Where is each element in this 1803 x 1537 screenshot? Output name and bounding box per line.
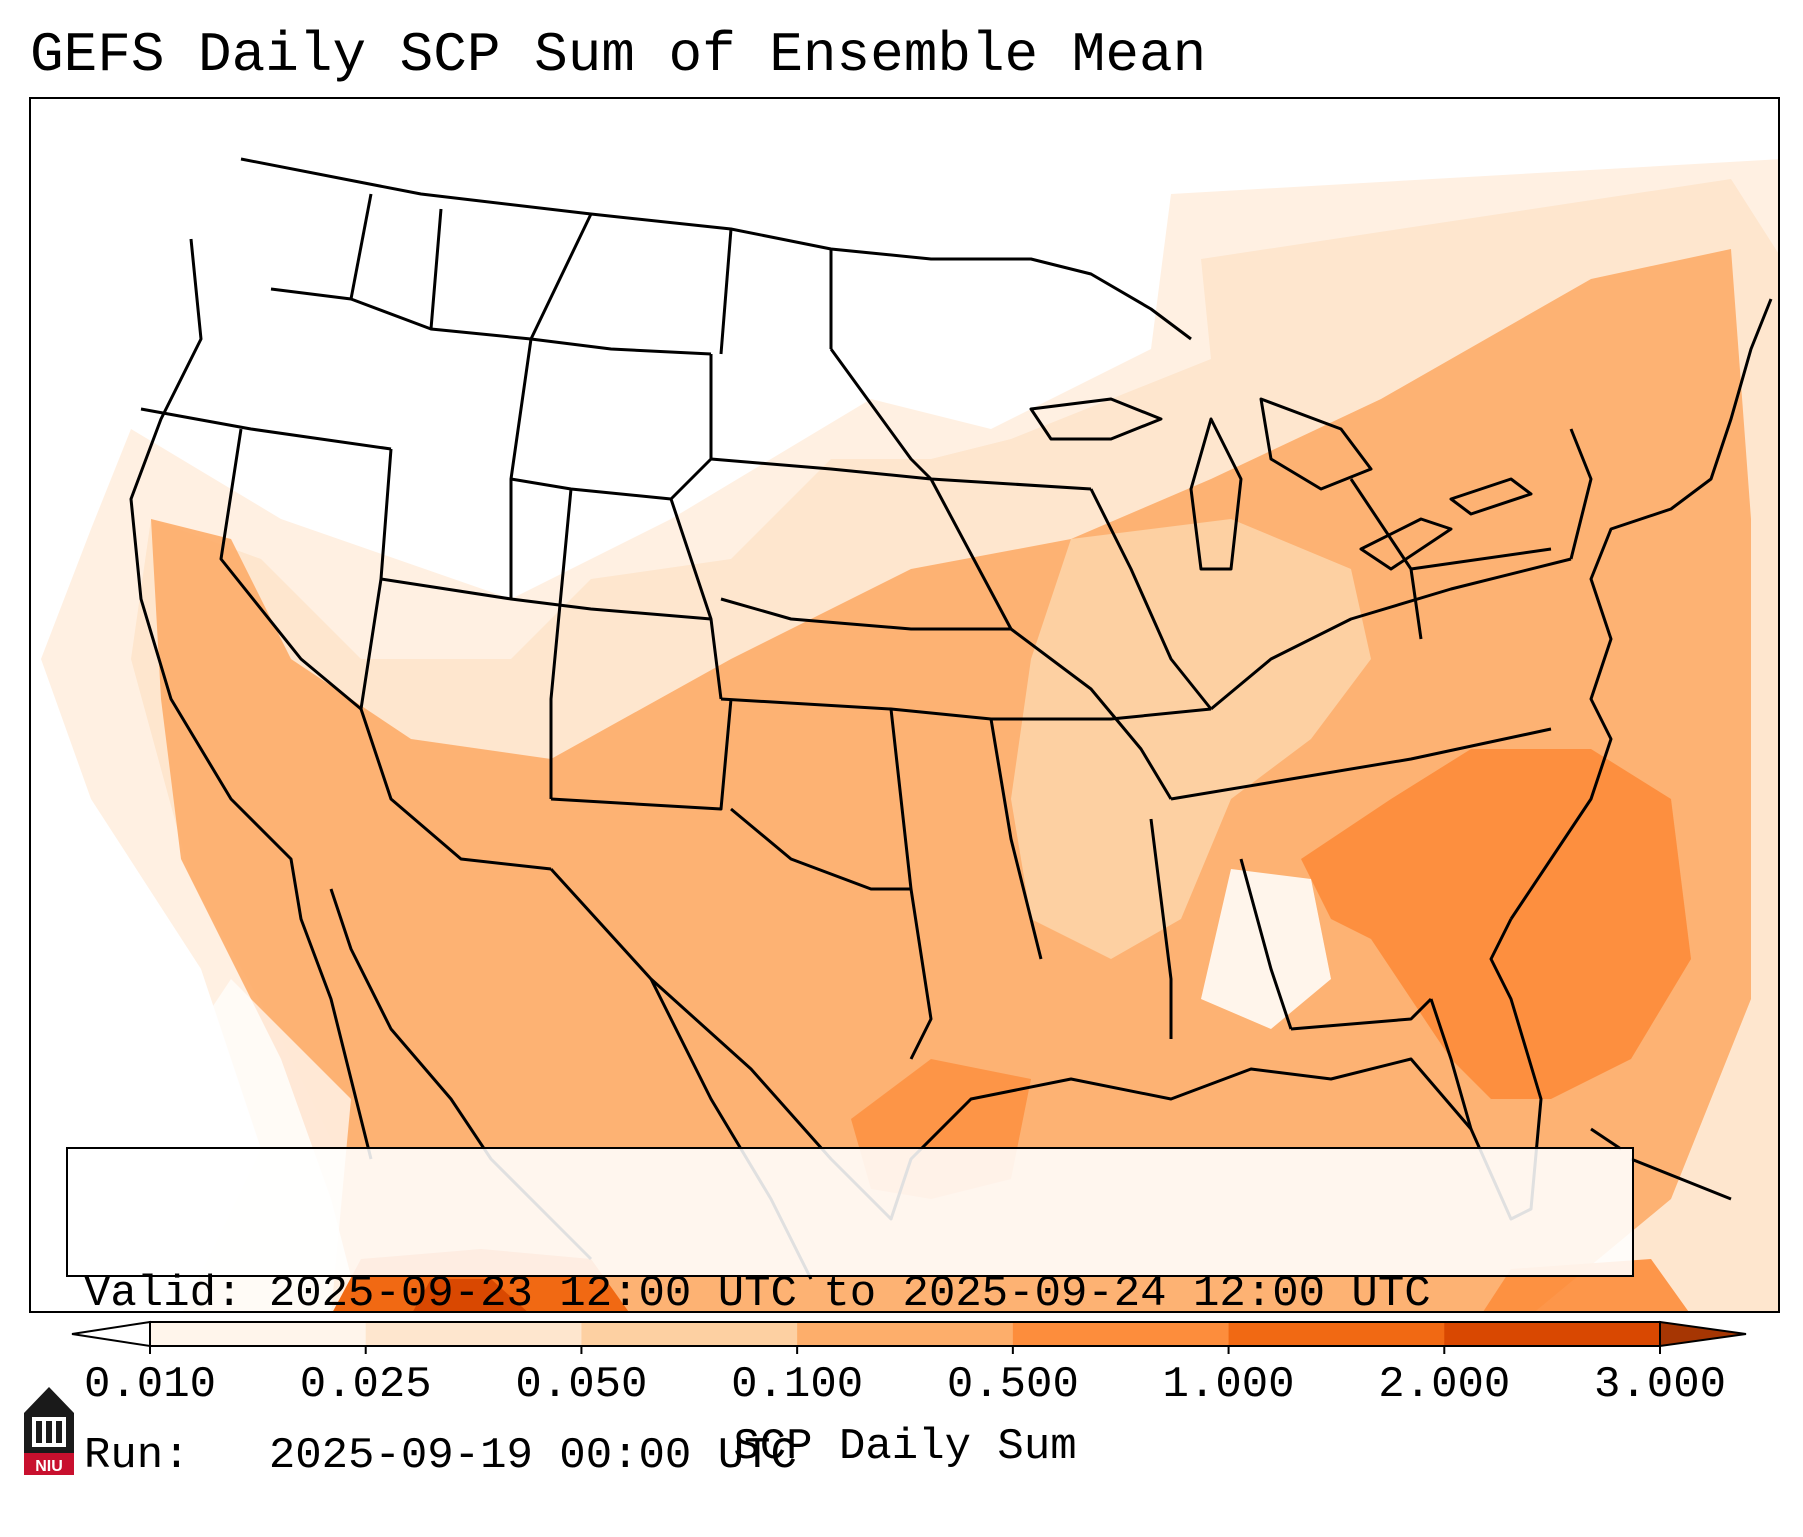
valid-value: 2025-09-23 12:00 UTC to 2025-09-24 12:00… bbox=[268, 1269, 1431, 1319]
colorbar-tick-label: 3.000 bbox=[1593, 1360, 1727, 1410]
scp-map bbox=[31, 99, 1778, 1311]
run-row: Run: 2025-09-19 00:00 UTC bbox=[84, 1429, 1616, 1483]
colorbar-outline bbox=[149, 1321, 1661, 1347]
colorbar-extend-max bbox=[1659, 1320, 1747, 1348]
colorbar-tick-label: 0.500 bbox=[946, 1360, 1079, 1410]
colorbar-segment bbox=[365, 1322, 582, 1346]
colorbar-segment bbox=[797, 1322, 1014, 1346]
map-panel bbox=[29, 97, 1780, 1313]
colorbar-tick-label: 0.050 bbox=[515, 1360, 648, 1410]
colorbar-segment bbox=[1444, 1322, 1661, 1346]
colorbar-tick-label: 0.010 bbox=[83, 1360, 217, 1410]
state-boundaries bbox=[129, 157, 1773, 1280]
niu-tower-logo-icon: NIU bbox=[24, 1387, 74, 1475]
map-title: GEFS Daily SCP Sum of Ensemble Mean bbox=[30, 23, 1207, 87]
colorbar-segment bbox=[150, 1322, 367, 1346]
colorbar-segment bbox=[581, 1322, 798, 1346]
logo-text: NIU bbox=[35, 1458, 63, 1475]
run-label: Run: bbox=[84, 1431, 190, 1481]
run-value: 2025-09-19 00:00 UTC bbox=[268, 1431, 797, 1481]
valid-row: Valid: 2025-09-23 12:00 UTC to 2025-09-2… bbox=[84, 1267, 1616, 1321]
valid-label: Valid: bbox=[84, 1269, 243, 1319]
colorbar-extend-min bbox=[71, 1320, 151, 1348]
scp-field-shading bbox=[41, 159, 1778, 1311]
colorbar-tick-label: 2.000 bbox=[1378, 1360, 1511, 1410]
colorbar-label: SCP Daily Sum bbox=[733, 1422, 1077, 1472]
validity-info-box: Valid: 2025-09-23 12:00 UTC to 2025-09-2… bbox=[66, 1147, 1634, 1481]
colorbar-tick-label: 0.100 bbox=[731, 1360, 864, 1410]
colorbar-segment bbox=[1012, 1322, 1230, 1346]
colorbar bbox=[71, 1320, 1747, 1354]
colorbar-segment bbox=[1228, 1322, 1445, 1346]
colorbar-tick-label: 0.025 bbox=[299, 1360, 432, 1410]
colorbar-tick-label: 1.000 bbox=[1162, 1360, 1295, 1410]
